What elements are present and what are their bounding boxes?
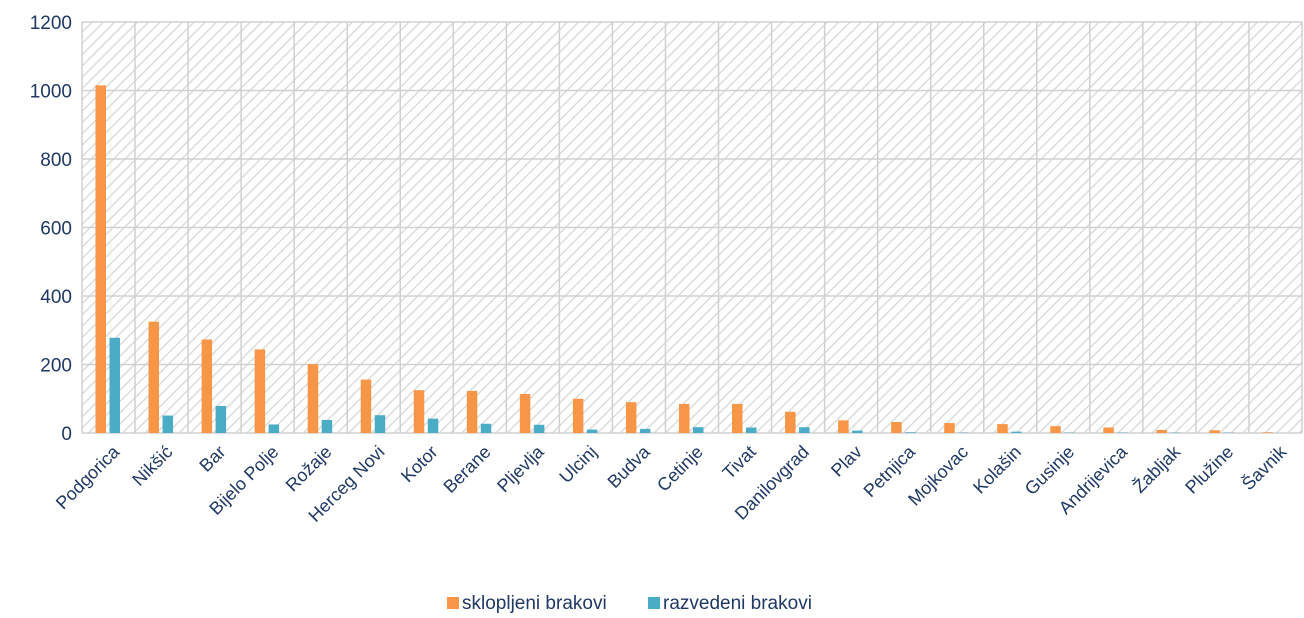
bar-razvedeni	[586, 429, 598, 433]
bar-sklopljeni	[678, 403, 690, 433]
y-tick-label: 800	[40, 150, 72, 171]
x-tick-label: Cetinje	[653, 442, 707, 496]
bar-razvedeni	[321, 419, 333, 433]
legend-label-sklopljeni: sklopljeni brakovi	[462, 593, 607, 614]
bar-sklopljeni	[1262, 432, 1273, 433]
bar-sklopljeni	[413, 390, 425, 433]
x-tick-label: Podgorica	[52, 441, 124, 513]
x-tick-label: Budva	[604, 441, 655, 492]
y-tick-label: 0	[61, 424, 72, 445]
bar-razvedeni	[427, 418, 439, 433]
bar-razvedeni	[1011, 431, 1022, 433]
x-tick-label: Plužine	[1181, 442, 1237, 498]
bar-sklopljeni	[519, 393, 531, 433]
bar-razvedeni	[639, 428, 651, 433]
x-tick-label: Bar	[195, 442, 229, 476]
bar-sklopljeni	[1103, 427, 1114, 433]
x-tick-label: Šavnik	[1237, 440, 1291, 494]
legend: sklopljeni brakovi razvedeni brakovi	[447, 593, 812, 614]
bar-sklopljeni	[838, 420, 849, 433]
bar-razvedeni	[109, 337, 120, 433]
x-tick-label: Kolašin	[969, 442, 1025, 498]
bar-razvedeni	[692, 427, 704, 433]
bars	[95, 85, 1273, 434]
legend-swatch-sklopljeni	[447, 597, 459, 609]
bar-razvedeni	[746, 427, 757, 433]
x-tick-label: Nikšić	[128, 442, 176, 490]
bar-sklopljeni	[360, 379, 372, 433]
legend-swatch-razvedeni	[648, 597, 660, 609]
bar-razvedeni	[162, 415, 174, 433]
bar-sklopljeni	[254, 349, 266, 433]
bar-sklopljeni	[1156, 429, 1167, 433]
bar-sklopljeni	[148, 321, 160, 433]
bar-razvedeni	[852, 430, 863, 433]
y-tick-label: 1200	[30, 13, 72, 34]
bar-sklopljeni	[997, 424, 1008, 433]
bar-razvedeni	[480, 423, 492, 433]
bar-sklopljeni	[201, 339, 213, 433]
gridlines	[81, 21, 1303, 434]
x-tick-label: Pljevlja	[493, 441, 548, 496]
bar-razvedeni	[215, 405, 227, 433]
x-tick-label: Berane	[439, 442, 494, 497]
bar-razvedeni	[533, 424, 545, 433]
bar-razvedeni	[268, 424, 280, 433]
bar-razvedeni	[374, 415, 386, 433]
bar-razvedeni	[905, 432, 916, 433]
y-axis: 0 200 400 600 800 1000 1200	[30, 13, 72, 445]
bar-sklopljeni	[944, 423, 955, 433]
bar-sklopljeni	[95, 85, 106, 434]
bar-sklopljeni	[625, 402, 637, 433]
y-tick-label: 400	[40, 287, 72, 308]
y-tick-label: 1000	[30, 82, 72, 103]
x-tick-label: Kotor	[397, 442, 442, 487]
bar-sklopljeni	[1209, 430, 1220, 433]
bar-sklopljeni	[1050, 426, 1061, 433]
y-tick-label: 200	[40, 356, 72, 377]
bar-sklopljeni	[785, 411, 796, 433]
bar-sklopljeni	[891, 422, 902, 433]
bar-razvedeni	[799, 427, 810, 433]
bar-sklopljeni	[572, 398, 584, 433]
x-tick-label: Plav	[827, 442, 866, 481]
bar-sklopljeni	[466, 390, 478, 433]
y-tick-label: 600	[40, 219, 72, 240]
x-tick-label: Žabljak	[1129, 441, 1185, 497]
bar-sklopljeni	[732, 403, 743, 433]
bar-sklopljeni	[307, 364, 319, 433]
x-tick-label: Ulcinj	[555, 442, 600, 487]
legend-label-razvedeni: razvedeni brakovi	[663, 593, 812, 614]
x-tick-label: Tivat	[719, 442, 760, 483]
